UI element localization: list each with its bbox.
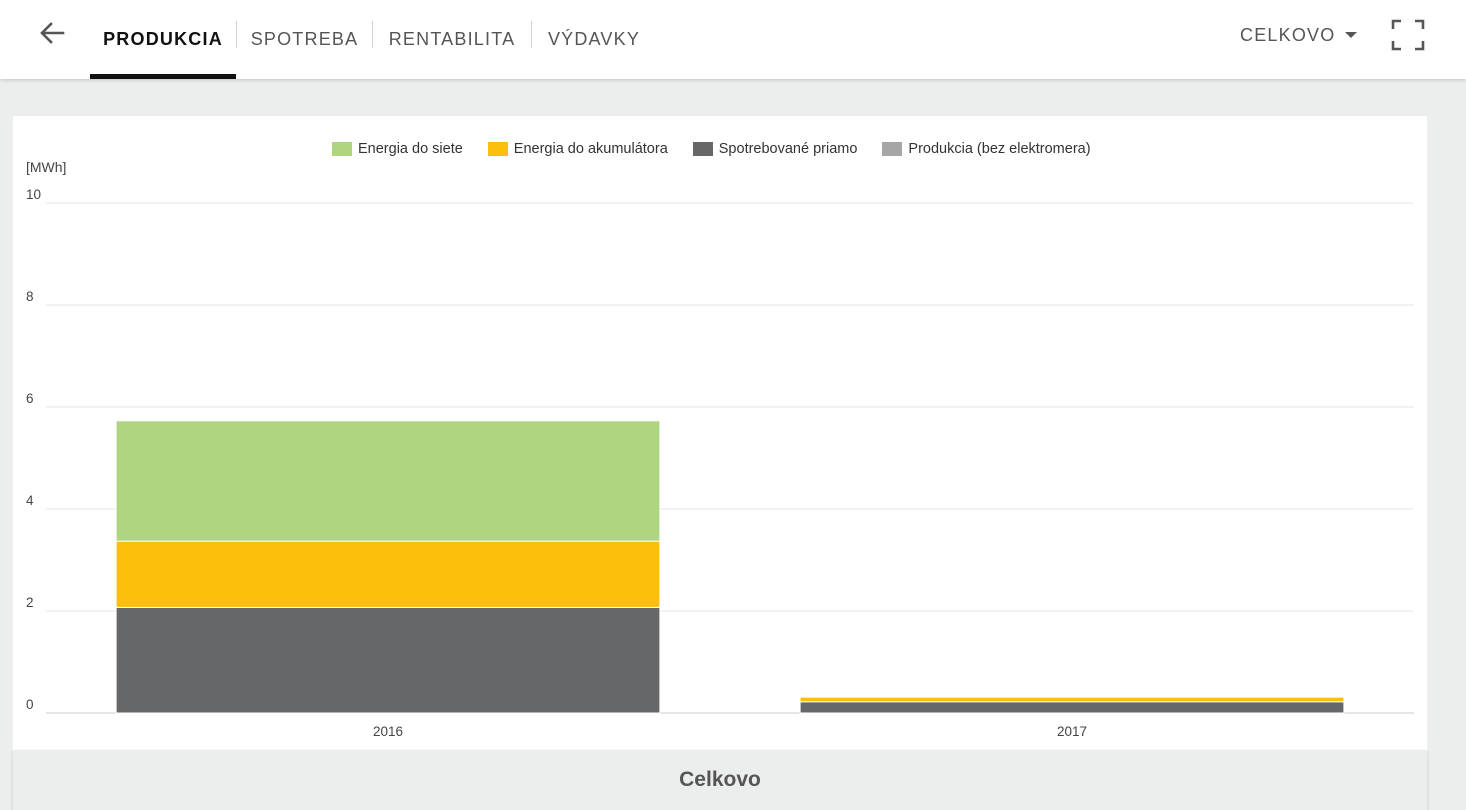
x-tick-label: 2017 xyxy=(1057,724,1087,739)
tab-divider xyxy=(236,21,237,48)
back-button[interactable] xyxy=(34,16,70,50)
tab-divider xyxy=(372,21,373,48)
stacked-bar-chart: [MWh] 0 2 4 6 8 10 2016 2017 xyxy=(26,159,1414,739)
legend-label: Energia do siete xyxy=(358,141,463,157)
y-tick-label: 2 xyxy=(26,595,34,610)
y-tick-label: 4 xyxy=(26,493,34,508)
legend-item[interactable]: Energia do akumulátora xyxy=(487,141,668,157)
fullscreen-icon xyxy=(1391,19,1425,51)
legend-swatch xyxy=(332,142,352,156)
summary-title: Celkovo xyxy=(679,768,761,791)
y-tick-label: 0 xyxy=(26,697,34,712)
legend-swatch xyxy=(692,142,713,156)
legend-swatch xyxy=(882,142,903,156)
tab-vydavky[interactable]: VÝDAVKY xyxy=(532,0,656,79)
active-tab-indicator xyxy=(90,74,236,79)
tab-label: RENTABILITA xyxy=(388,29,516,49)
period-dropdown[interactable]: CELKOVO xyxy=(1240,18,1368,52)
legend-item[interactable]: Energia do siete xyxy=(332,141,463,157)
tab-spotreba[interactable]: SPOTREBA xyxy=(237,0,372,79)
tab-divider xyxy=(531,21,532,48)
top-navigation-bar: PRODUKCIA SPOTREBA RENTABILITA VÝDAVKY C… xyxy=(0,0,1466,79)
fullscreen-button[interactable] xyxy=(1390,18,1426,52)
legend-label: Spotrebované priamo xyxy=(718,141,858,157)
y-tick-label: 10 xyxy=(26,187,41,202)
legend-swatch xyxy=(487,142,508,156)
bar-segment xyxy=(115,540,661,608)
bar-segment xyxy=(799,696,1345,703)
tab-label: SPOTREBA xyxy=(250,29,359,49)
summary-panel: Celkovo xyxy=(13,750,1427,810)
tab-label: VÝDAVKY xyxy=(547,29,641,49)
chart-legend: Energia do siete Energia do akumulátora … xyxy=(332,140,1116,158)
y-tick-label: 6 xyxy=(26,391,34,406)
tab-rentabilita[interactable]: RENTABILITA xyxy=(373,0,531,79)
chart-card: Energia do siete Energia do akumulátora … xyxy=(13,116,1427,750)
caret-down-icon xyxy=(1345,32,1358,38)
y-axis-unit-label: [MWh] xyxy=(26,159,66,175)
period-dropdown-value: CELKOVO xyxy=(1240,24,1336,45)
tab-produkcia[interactable]: PRODUKCIA xyxy=(90,0,236,79)
legend-label: Produkcia (bez elektromera) xyxy=(908,141,1091,157)
bar-segment xyxy=(115,606,661,714)
legend-item[interactable]: Produkcia (bez elektromera) xyxy=(882,141,1091,157)
legend-label: Energia do akumulátora xyxy=(513,141,668,157)
arrow-left-icon xyxy=(40,22,65,44)
legend-item[interactable]: Spotrebované priamo xyxy=(692,141,858,157)
tab-label: PRODUKCIA xyxy=(103,29,223,49)
bar-segment xyxy=(115,420,661,542)
y-tick-label: 8 xyxy=(26,289,34,304)
bar-segment xyxy=(799,701,1345,714)
x-tick-label: 2016 xyxy=(373,724,403,739)
